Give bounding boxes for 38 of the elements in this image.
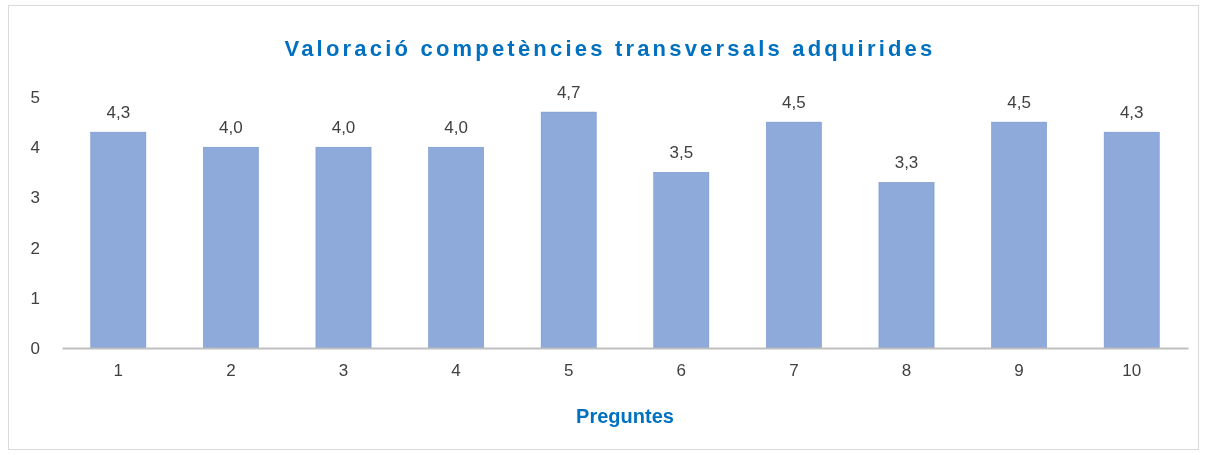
data-label: 4,5 (782, 93, 806, 113)
x-tick-label: 4 (451, 361, 461, 381)
bar (653, 172, 710, 349)
bar (540, 111, 597, 349)
y-tick-label: 3 (30, 188, 40, 208)
data-label: 4,0 (331, 118, 356, 138)
x-tick-label: 1 (113, 361, 124, 381)
data-label: 4,3 (106, 103, 131, 123)
bar (203, 146, 259, 349)
data-label: 4,7 (556, 83, 581, 103)
x-tick-label: 8 (901, 361, 912, 381)
y-tick-label: 0 (30, 338, 40, 358)
data-label: 4,5 (1007, 93, 1031, 113)
bar (766, 121, 822, 349)
data-label: 4,0 (219, 118, 243, 138)
data-label: 3,5 (669, 143, 694, 163)
bar (428, 146, 484, 349)
y-tick-label: 5 (30, 87, 40, 107)
y-tick-label: 4 (30, 138, 40, 158)
x-tick-label: 9 (1014, 361, 1024, 381)
bar (878, 182, 935, 349)
x-tick-label: 10 (1122, 361, 1142, 381)
y-tick-label: 2 (30, 238, 40, 258)
x-axis-title: Preguntes (576, 405, 674, 427)
bar (90, 131, 147, 349)
x-tick-label: 3 (338, 361, 349, 381)
data-label: 4,0 (444, 118, 468, 138)
x-tick-label: 7 (789, 361, 799, 381)
bar (991, 121, 1047, 349)
data-label: 3,3 (894, 153, 919, 173)
x-tick-label: 2 (226, 361, 236, 381)
y-tick-label: 1 (30, 288, 40, 308)
bar (315, 146, 372, 349)
chart-title: Valoració competències transversals adquirides (284, 36, 936, 61)
data-label: 4,3 (1119, 103, 1144, 123)
bar (1103, 131, 1160, 349)
x-tick-label: 6 (676, 361, 687, 381)
x-tick-label: 5 (563, 361, 574, 381)
